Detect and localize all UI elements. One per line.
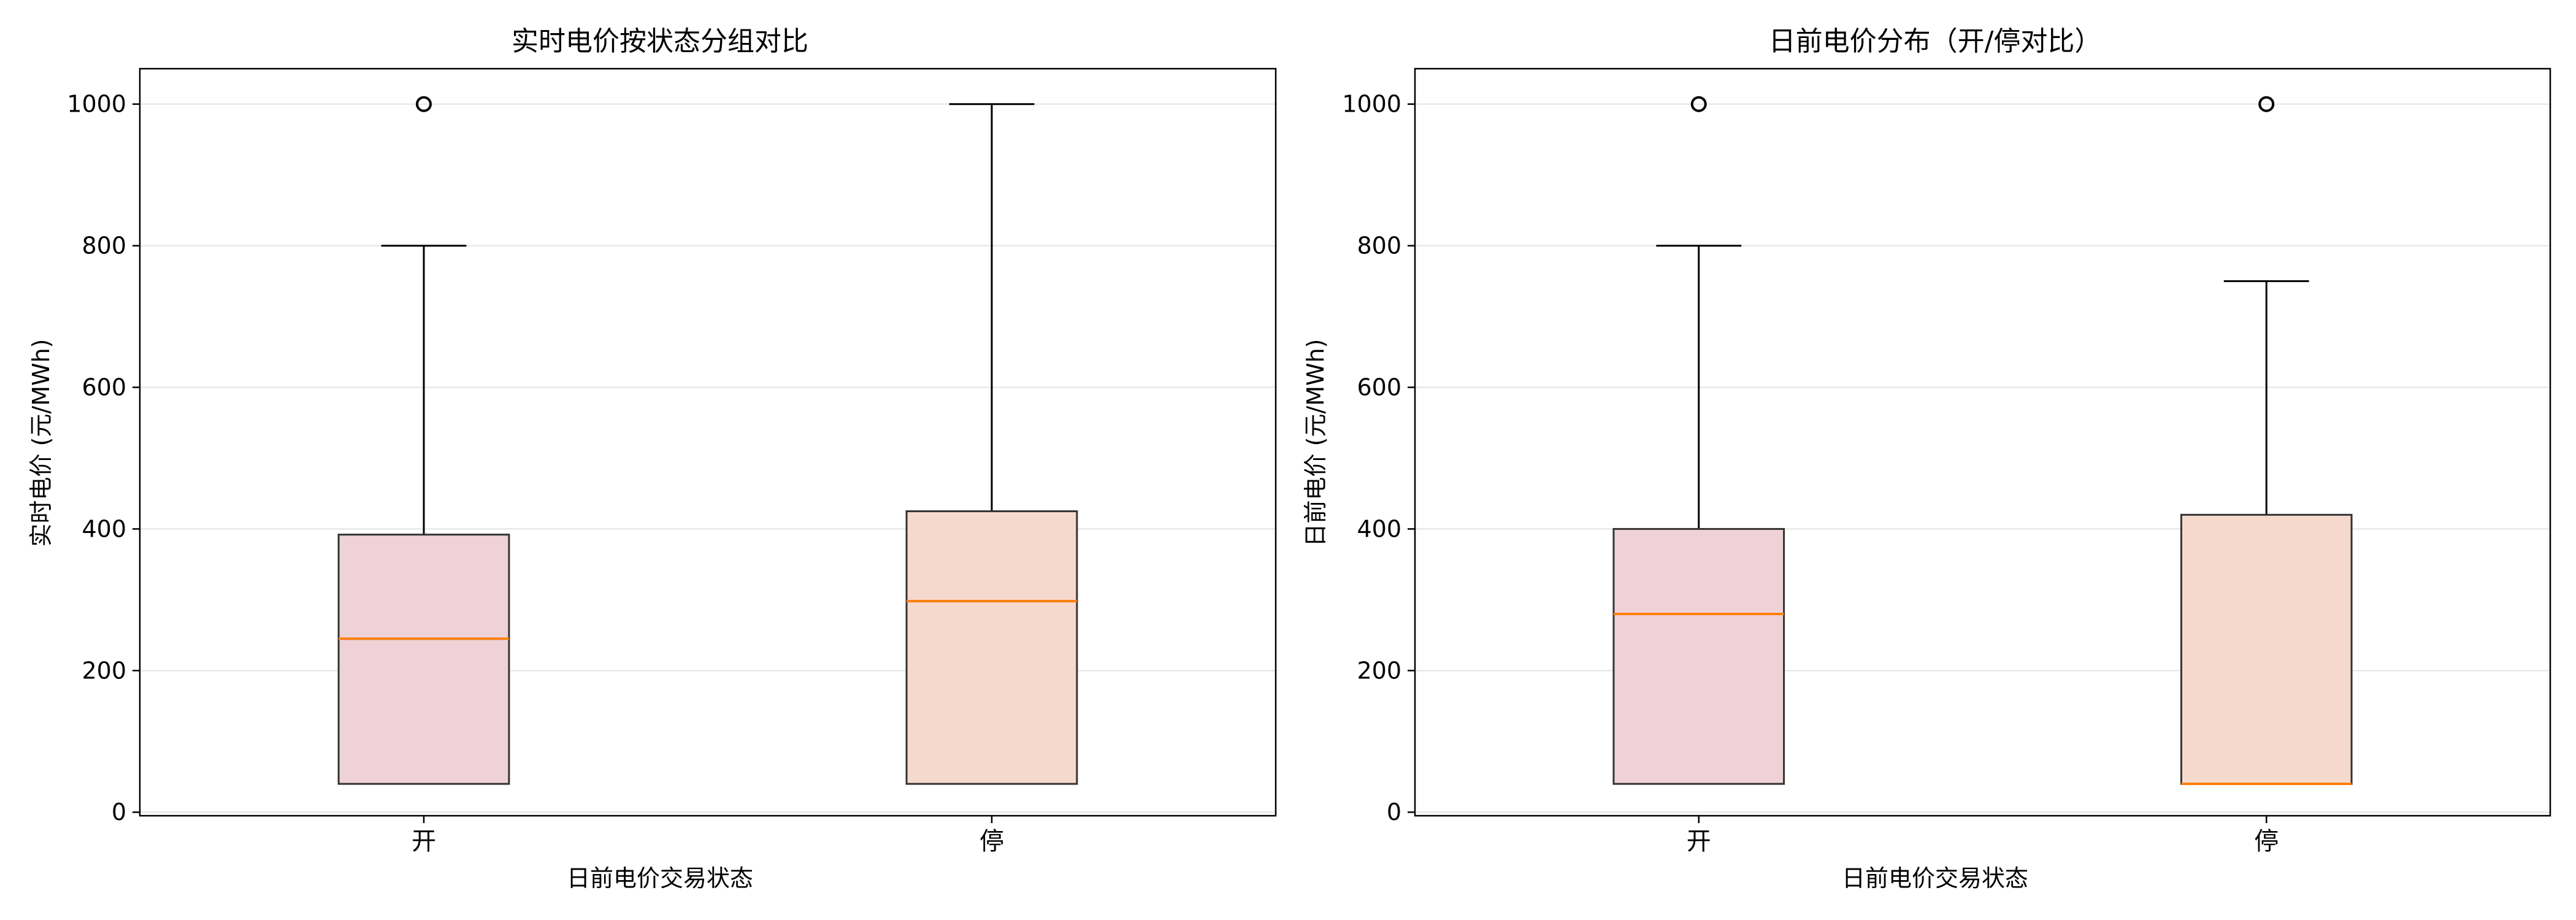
box-open xyxy=(1612,527,1785,785)
box-stop xyxy=(905,510,1078,785)
outlier-point xyxy=(2258,96,2275,112)
y-tick-label: 600 xyxy=(1357,374,1401,401)
left-chart-title: 实时电价按状态分组对比 xyxy=(512,26,808,57)
box-stop xyxy=(2180,513,2353,785)
y-tick-label: 200 xyxy=(82,657,126,684)
y-tick-label: 1000 xyxy=(67,91,126,118)
x-tick-label: 开 xyxy=(412,827,436,856)
y-tick-label: 800 xyxy=(82,232,126,259)
x-tick-label: 停 xyxy=(979,827,1004,856)
right-boxplot-chart: 日前电价分布（开/停对比） 日前电价交易状态 日前电价 (元/MWh) 0 200… xyxy=(1302,26,2551,892)
y-tick-label: 400 xyxy=(1357,515,1401,542)
right-x-axis-label: 日前电价交易状态 xyxy=(1842,865,2028,892)
plot-frame xyxy=(139,67,1277,817)
right-y-axis-label: 日前电价 (元/MWh) xyxy=(1302,339,1329,547)
y-tick-label: 600 xyxy=(82,374,126,401)
y-tick-label: 1000 xyxy=(1342,91,1401,118)
outlier-point xyxy=(1690,96,1707,112)
y-tick-label: 800 xyxy=(1357,232,1401,259)
x-tick-label: 停 xyxy=(2254,827,2279,856)
box-open xyxy=(337,534,510,785)
y-tick-label: 0 xyxy=(112,799,126,826)
right-chart-title: 日前电价分布（开/停对比） xyxy=(1769,26,2102,57)
y-tick-label: 400 xyxy=(82,515,126,542)
plot-frame xyxy=(1414,67,2551,817)
y-tick-label: 200 xyxy=(1357,657,1401,684)
outlier-point xyxy=(416,96,432,112)
left-x-axis-label: 日前电价交易状态 xyxy=(567,865,753,892)
left-boxplot-chart: 实时电价按状态分组对比 日前电价交易状态 实时电价 (元/MWh) 0 200 40… xyxy=(28,26,1277,892)
y-tick-label: 0 xyxy=(1387,799,1401,826)
left-y-axis-label: 实时电价 (元/MWh) xyxy=(28,339,55,547)
x-tick-label: 开 xyxy=(1687,827,1711,856)
